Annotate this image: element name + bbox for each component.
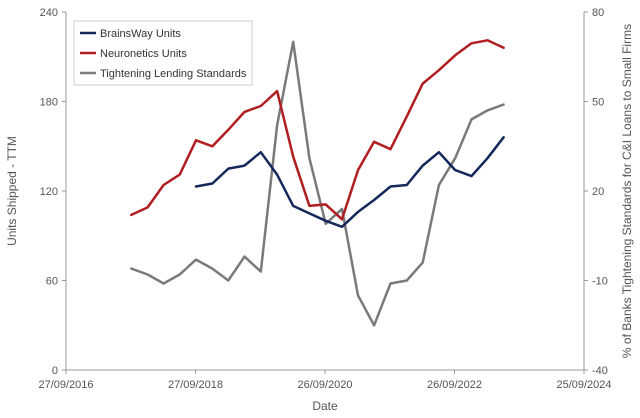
legend-label-brainsway-units: BrainsWay Units (100, 28, 181, 40)
right-tick-label: 80 (592, 7, 604, 19)
legend-box (73, 20, 253, 86)
x-tick-label: 25/09/2024 (556, 379, 611, 391)
left-axis-title: Units Shipped - TTM (5, 136, 19, 246)
series-line-tightening-lending-standards (130, 40, 505, 327)
x-tick-label: 27/09/2016 (38, 379, 93, 391)
x-tick-label: 27/09/2018 (168, 379, 223, 391)
legend-label-tightening-lending-standards: Tightening Lending Standards (100, 68, 247, 80)
x-axis-title: Date (312, 399, 338, 413)
right-tick-label: -40 (592, 365, 608, 377)
series-line-brainsway-units (194, 136, 505, 229)
series-line-neuronetics-units (130, 39, 505, 221)
x-axis-ticks: 27/09/2016 27/09/2018 26/09/2020 26/09/2022… (38, 370, 612, 391)
left-tick-label: 180 (40, 97, 58, 109)
x-tick-label: 26/09/2020 (297, 379, 352, 391)
right-tick-label: -10 (592, 276, 608, 288)
right-tick-label: 20 (592, 186, 604, 198)
legend: BrainsWay Units Neuronetics Units Tighteni… (73, 20, 253, 86)
legend-label-neuronetics-units: Neuronetics Units (100, 48, 187, 60)
left-axis-ticks: 0 60 120 180 240 (40, 7, 66, 377)
left-tick-label: 240 (40, 7, 58, 19)
right-axis-title: % of Banks Tightening Standards for C&I … (620, 24, 634, 358)
series-layer (130, 39, 505, 327)
right-axis-ticks: -40 -10 20 50 80 (584, 7, 608, 377)
left-tick-label: 0 (52, 365, 58, 377)
x-tick-label: 26/09/2022 (427, 379, 482, 391)
right-tick-label: 50 (592, 97, 604, 109)
left-tick-label: 60 (46, 276, 58, 288)
left-tick-label: 120 (40, 186, 58, 198)
